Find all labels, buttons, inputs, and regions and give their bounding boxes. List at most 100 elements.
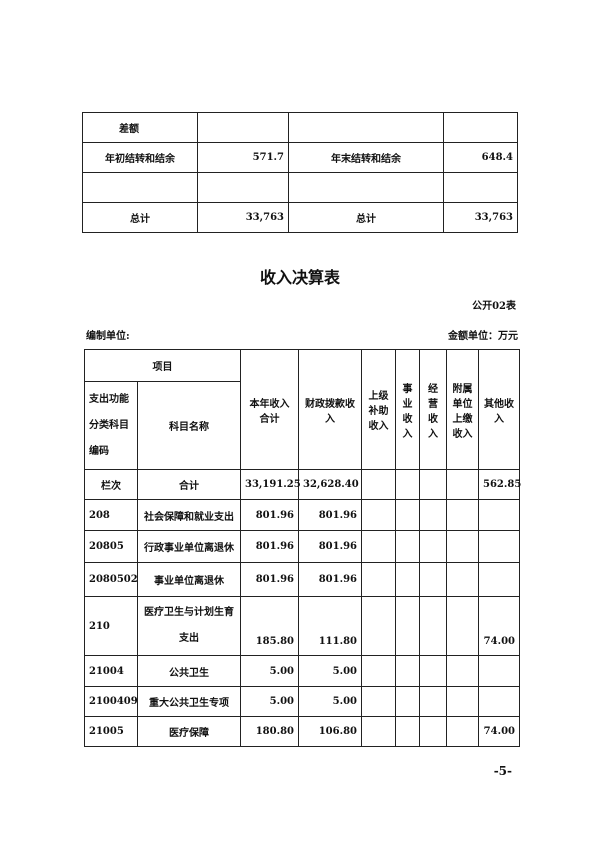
cell-label: 总计 <box>82 202 198 233</box>
table-row: 20805 行政事业单位离退休 801.96 801.96 <box>84 530 520 563</box>
cell-empty <box>419 562 447 597</box>
cell-empty <box>446 596 479 656</box>
cell-label2 <box>288 172 444 203</box>
balance-row: 总计 33,763 总计 33,763 <box>82 202 518 233</box>
cell-code: 21004 <box>84 655 138 687</box>
header-name: 科目名称 <box>137 381 241 470</box>
header-project: 项目 <box>84 349 241 382</box>
cell-name: 医疗保障 <box>137 716 241 747</box>
cell-fiscal: 801.96 <box>298 530 362 563</box>
cell-name: 事业单位离退休 <box>137 562 241 597</box>
cell-total: 180.80 <box>240 716 299 747</box>
header-total: 本年收入合计 <box>240 349 299 470</box>
cell-code: 208 <box>84 499 138 531</box>
cell-empty <box>361 686 396 717</box>
cell-value <box>197 112 289 143</box>
cell-other <box>478 562 520 597</box>
cell-other <box>478 499 520 531</box>
amount-unit: 金额单位：万元 <box>448 331 518 342</box>
cell-other: 74.00 <box>478 596 520 656</box>
cell-code: 2080502 <box>84 562 138 597</box>
income-table: 项目 本年收入合计 财政拨款收入 上级补助收入 事业收入 经营收入 附属单位上缴… <box>84 349 521 747</box>
cell-value2: 648.4 <box>443 142 518 173</box>
cell-value: 571.7 <box>197 142 289 173</box>
cell-fiscal: 5.00 <box>298 686 362 717</box>
cell-other <box>478 686 520 717</box>
cell-fiscal: 111.80 <box>298 596 362 656</box>
cell-value2: 33,763 <box>443 202 518 233</box>
balance-row: 差额 <box>82 112 518 143</box>
header-code: 支出功能分类科目编码 <box>84 381 138 470</box>
cell-empty <box>419 530 447 563</box>
cell-label2: 年末结转和结余 <box>288 142 444 173</box>
table-row: 2080502 事业单位离退休 801.96 801.96 <box>84 562 520 597</box>
balance-table: 差额 年初结转和结余 571.7 年末结转和结余 648.4 总计 33,763 总计 33,7… <box>82 112 518 233</box>
summary-total: 33,191.25 <box>240 469 301 500</box>
cell-empty <box>361 716 396 747</box>
header-other: 其他收入 <box>478 349 520 470</box>
cell-empty <box>446 686 479 717</box>
cell-name: 公共卫生 <box>137 655 241 687</box>
cell-value2 <box>443 172 518 203</box>
cell-empty <box>395 686 420 717</box>
page-number: -5- <box>493 764 512 778</box>
cell-empty <box>395 716 420 747</box>
cell-empty <box>419 596 447 656</box>
compiling-unit-label: 编制单位: <box>86 331 130 342</box>
cell-empty <box>446 499 479 531</box>
summary-other: 562.85 <box>478 469 521 500</box>
balance-row: 年初结转和结余 571.7 年末结转和结余 648.4 <box>82 142 518 173</box>
table-row: 21005 医疗保障 180.80 106.80 74.00 <box>84 716 520 747</box>
cell-label: 差额 <box>82 112 198 143</box>
summary-name: 合计 <box>137 469 241 500</box>
cell-other <box>478 655 520 687</box>
cell-code: 2100409 <box>84 686 138 717</box>
cell-label <box>82 172 198 203</box>
cell-empty <box>446 562 479 597</box>
header-business: 事业收入 <box>395 349 420 470</box>
cell-label: 年初结转和结余 <box>82 142 198 173</box>
cell-empty <box>395 530 420 563</box>
form-number: 公开02表 <box>472 301 516 312</box>
cell-value <box>197 172 289 203</box>
cell-empty <box>395 499 420 531</box>
cell-code: 20805 <box>84 530 138 563</box>
cell-label2 <box>288 112 444 143</box>
cell-name: 社会保障和就业支出 <box>137 499 241 531</box>
header-fiscal: 财政拨款收入 <box>298 349 362 470</box>
summary-fiscal: 32,628.40 <box>298 469 362 500</box>
header-operating: 经营收入 <box>419 349 447 470</box>
cell-name: 医疗卫生与计划生育支出 <box>137 596 241 656</box>
cell-code: 210 <box>84 596 138 656</box>
cell-empty <box>446 716 479 747</box>
cell-total: 801.96 <box>240 499 299 531</box>
cell-total: 5.00 <box>240 686 299 717</box>
cell-value: 33,763 <box>197 202 289 233</box>
cell-empty <box>419 686 447 717</box>
cell-fiscal: 106.80 <box>298 716 362 747</box>
page-title: 收入决算表 <box>259 268 340 287</box>
cell-empty <box>361 655 396 687</box>
cell-name: 行政事业单位离退休 <box>137 530 241 563</box>
cell-fiscal: 5.00 <box>298 655 362 687</box>
cell-empty <box>361 530 396 563</box>
summary-code: 栏次 <box>84 469 138 500</box>
cell-empty <box>395 655 420 687</box>
cell-empty <box>361 499 396 531</box>
cell-fiscal: 801.96 <box>298 562 362 597</box>
table-row: 21004 公共卫生 5.00 5.00 <box>84 655 520 687</box>
cell-fiscal: 801.96 <box>298 499 362 531</box>
cell-label2: 总计 <box>288 202 444 233</box>
cell-total: 801.96 <box>240 530 299 563</box>
cell-empty <box>419 716 447 747</box>
cell-total: 801.96 <box>240 562 299 597</box>
cell-empty <box>361 596 396 656</box>
cell-empty <box>361 562 396 597</box>
cell-total: 185.80 <box>240 596 299 656</box>
cell-empty <box>419 499 447 531</box>
header-superior: 上级补助收入 <box>361 349 396 470</box>
cell-empty <box>446 530 479 563</box>
cell-empty <box>419 655 447 687</box>
header-affiliated: 附属单位上缴收入 <box>446 349 479 470</box>
